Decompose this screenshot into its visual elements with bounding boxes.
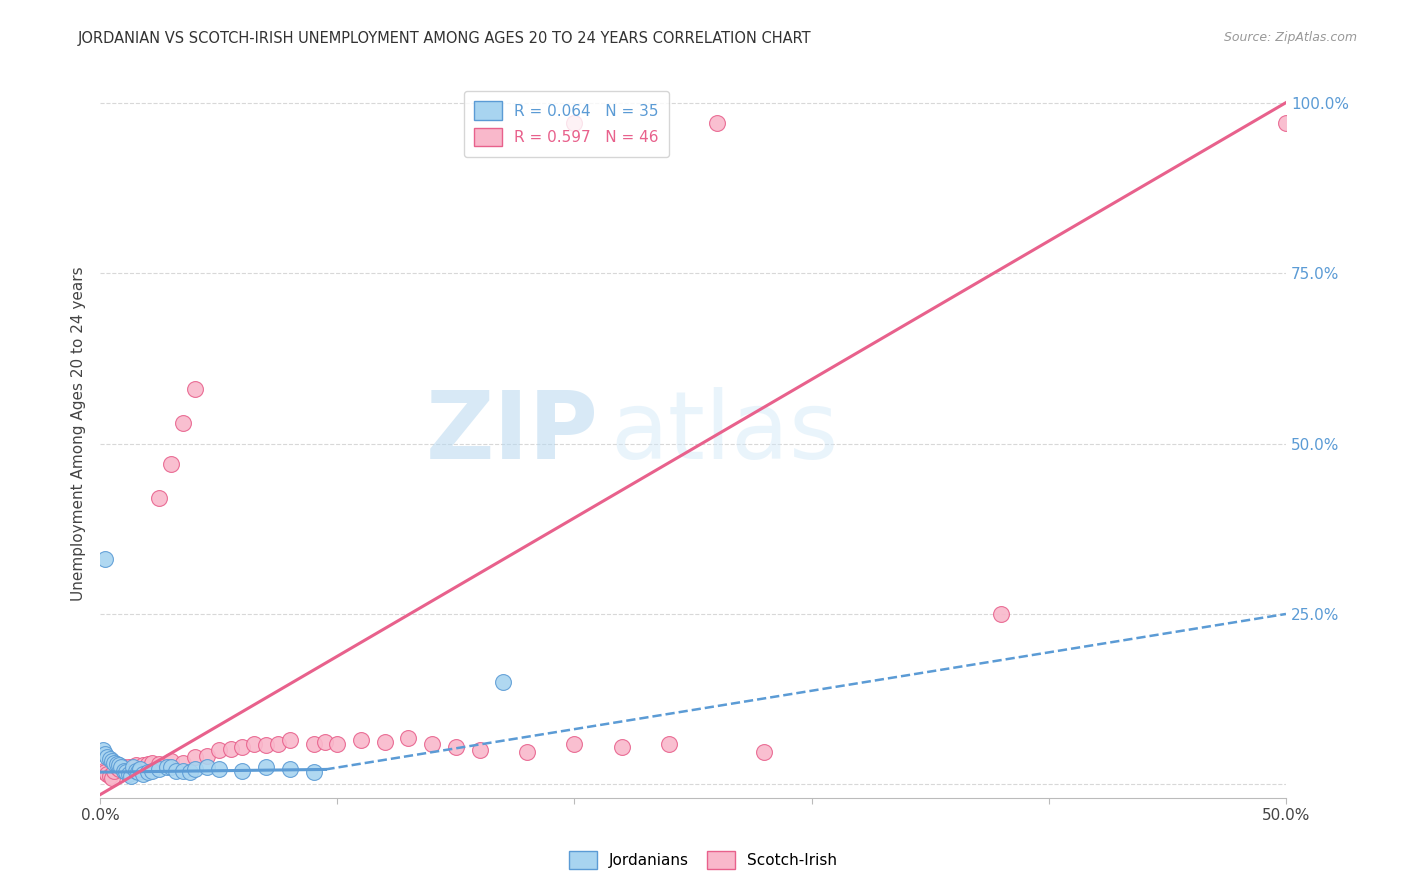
Point xyxy=(94,552,117,566)
Point xyxy=(208,743,231,757)
Text: JORDANIAN VS SCOTCH-IRISH UNEMPLOYMENT AMONG AGES 20 TO 24 YEARS CORRELATION CHA: JORDANIAN VS SCOTCH-IRISH UNEMPLOYMENT A… xyxy=(77,31,811,46)
Point xyxy=(267,737,290,751)
Point xyxy=(160,754,183,768)
Point xyxy=(184,763,207,777)
Point xyxy=(231,739,253,754)
Point xyxy=(231,764,253,778)
Point xyxy=(94,747,117,761)
Point xyxy=(117,767,139,781)
Point xyxy=(350,733,373,747)
Text: Source: ZipAtlas.com: Source: ZipAtlas.com xyxy=(1223,31,1357,45)
Point xyxy=(96,750,118,764)
Text: atlas: atlas xyxy=(610,387,838,479)
Point xyxy=(374,735,396,749)
Point xyxy=(98,751,121,765)
Point xyxy=(148,763,170,777)
Point xyxy=(136,756,159,771)
Point xyxy=(160,457,183,471)
Point xyxy=(208,763,231,777)
Point xyxy=(101,754,124,768)
Point xyxy=(754,745,776,759)
Point xyxy=(302,737,325,751)
Point xyxy=(254,738,277,752)
Point xyxy=(658,737,681,751)
Point xyxy=(148,491,170,505)
Point xyxy=(103,756,125,770)
Point xyxy=(125,764,148,778)
Point xyxy=(136,765,159,780)
Point xyxy=(155,760,177,774)
Point xyxy=(91,743,114,757)
Point xyxy=(96,767,118,781)
Point xyxy=(706,116,728,130)
Text: ZIP: ZIP xyxy=(425,387,598,479)
Point xyxy=(243,737,266,751)
Legend: R = 0.064   N = 35, R = 0.597   N = 46: R = 0.064 N = 35, R = 0.597 N = 46 xyxy=(464,91,669,157)
Point xyxy=(420,737,443,751)
Point xyxy=(219,742,242,756)
Point xyxy=(302,765,325,780)
Point xyxy=(112,760,135,774)
Point xyxy=(564,116,586,130)
Point xyxy=(108,763,131,777)
Point xyxy=(516,745,538,759)
Point xyxy=(98,769,121,783)
Point xyxy=(195,748,218,763)
Y-axis label: Unemployment Among Ages 20 to 24 years: Unemployment Among Ages 20 to 24 years xyxy=(72,266,86,600)
Point xyxy=(141,756,163,770)
Point xyxy=(141,764,163,778)
Point xyxy=(184,750,207,764)
Point xyxy=(165,764,187,778)
Point xyxy=(564,737,586,751)
Point xyxy=(172,416,194,430)
Point xyxy=(160,760,183,774)
Point xyxy=(468,743,491,757)
Point xyxy=(91,764,114,778)
Point xyxy=(610,739,633,754)
Point xyxy=(278,763,301,777)
Point xyxy=(990,607,1012,621)
Point xyxy=(101,771,124,785)
Point xyxy=(132,767,155,781)
Point xyxy=(105,756,128,771)
Point xyxy=(492,675,515,690)
Point xyxy=(254,760,277,774)
Point xyxy=(94,765,117,780)
Point xyxy=(127,765,149,780)
Point xyxy=(132,758,155,772)
Point xyxy=(184,382,207,396)
Point xyxy=(122,760,145,774)
Point xyxy=(398,731,420,745)
Point xyxy=(112,764,135,778)
Point xyxy=(110,760,132,774)
Point xyxy=(108,758,131,772)
Point xyxy=(1275,116,1298,130)
Point xyxy=(120,768,142,782)
Point xyxy=(278,733,301,747)
Point xyxy=(105,760,128,774)
Point xyxy=(195,760,218,774)
Point xyxy=(314,735,336,749)
Point xyxy=(129,763,152,777)
Point xyxy=(172,756,194,770)
Point xyxy=(103,764,125,778)
Point xyxy=(326,737,349,751)
Legend: Jordanians, Scotch-Irish: Jordanians, Scotch-Irish xyxy=(562,845,844,875)
Point xyxy=(125,758,148,772)
Point xyxy=(172,764,194,778)
Point xyxy=(444,739,467,754)
Point xyxy=(179,765,201,780)
Point xyxy=(115,765,138,780)
Point xyxy=(117,760,139,774)
Point xyxy=(148,756,170,771)
